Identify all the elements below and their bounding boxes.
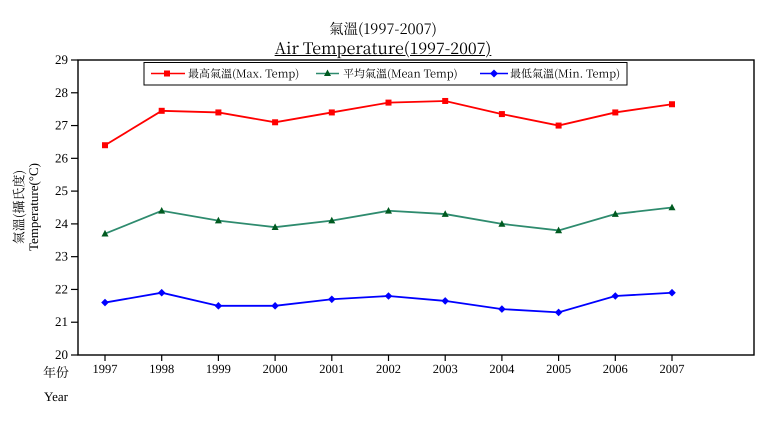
svg-text:2003: 2003 — [433, 362, 458, 376]
svg-text:24: 24 — [55, 216, 69, 231]
svg-text:28: 28 — [55, 85, 68, 100]
svg-text:平均氣溫(Mean Temp): 平均氣溫(Mean Temp) — [343, 66, 458, 82]
svg-text:2006: 2006 — [603, 362, 628, 376]
svg-text:2005: 2005 — [546, 362, 571, 376]
svg-text:22: 22 — [55, 281, 68, 296]
svg-text:21: 21 — [55, 314, 68, 329]
svg-text:最低氣溫(Min. Temp): 最低氣溫(Min. Temp) — [510, 66, 620, 82]
svg-text:25: 25 — [55, 183, 68, 198]
svg-text:2007: 2007 — [660, 362, 685, 376]
svg-text:2004: 2004 — [489, 362, 515, 376]
svg-text:2002: 2002 — [376, 362, 401, 376]
svg-text:29: 29 — [55, 52, 68, 67]
svg-text:1997: 1997 — [93, 362, 118, 376]
svg-text:27: 27 — [55, 118, 69, 133]
svg-text:2001: 2001 — [319, 362, 344, 376]
svg-text:1998: 1998 — [149, 362, 174, 376]
svg-text:最高氣溫(Max. Temp): 最高氣溫(Max. Temp) — [188, 66, 299, 82]
svg-text:20: 20 — [55, 347, 68, 362]
svg-text:23: 23 — [55, 249, 68, 264]
svg-text:1999: 1999 — [206, 362, 231, 376]
svg-text:2000: 2000 — [263, 362, 288, 376]
svg-text:26: 26 — [55, 150, 69, 165]
